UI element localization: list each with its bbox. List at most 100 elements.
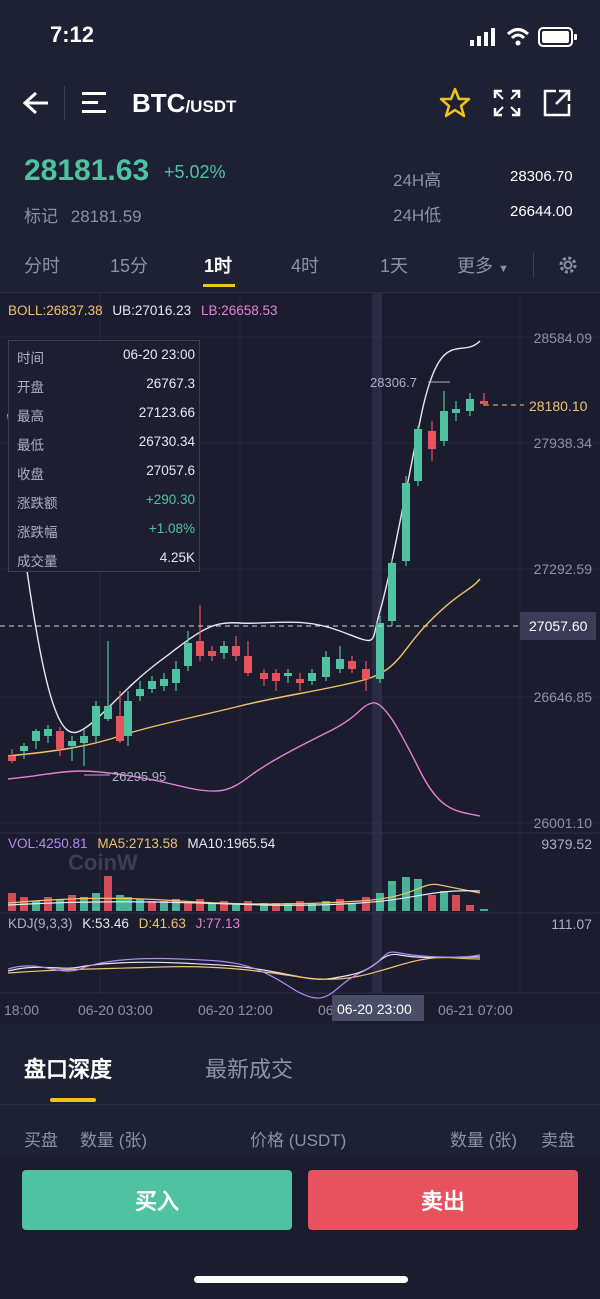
favorite-star-icon[interactable]	[438, 86, 472, 120]
candle-body	[452, 409, 460, 413]
candle-body	[104, 706, 112, 719]
more-label: 更多	[457, 256, 493, 276]
volume-bar	[244, 901, 252, 911]
high-annotation: 28306.7	[370, 375, 417, 390]
volume-bar	[148, 901, 156, 911]
home-indicator	[194, 1276, 408, 1283]
info-key: 最低	[17, 438, 44, 453]
status-bar: 7:12	[0, 0, 600, 72]
time-axis-label: 06-21 07:00	[438, 1002, 513, 1018]
info-value: +290.30	[145, 492, 195, 507]
candle-body	[124, 701, 132, 736]
tab-interval-15m[interactable]: 15分	[110, 256, 149, 276]
price-axis-label: 28584.09	[534, 330, 593, 346]
boll-ub-value: UB:27016.23	[112, 303, 192, 318]
candle-body	[68, 741, 76, 746]
info-value: 27123.66	[138, 405, 195, 420]
tab-interval-4h[interactable]: 4时	[291, 256, 320, 276]
market-depth-tabs: 盘口深度 最新成交	[0, 1044, 600, 1104]
watermark-text: CoinW	[68, 850, 138, 875]
candle-body	[184, 643, 192, 666]
high-24h-value: 28306.70	[510, 168, 573, 185]
kdj-axis-max: 111.07	[551, 916, 592, 932]
info-key: 时间	[17, 351, 44, 366]
candle-body	[402, 483, 410, 561]
menu-icon[interactable]	[80, 90, 110, 116]
sell-button[interactable]: 卖出	[308, 1170, 578, 1230]
boll-indicator-row: BOLL:26837.38 UB:27016.23 LB:26658.53	[8, 303, 278, 318]
candle-body	[208, 651, 216, 656]
kdj-k-value: K:53.46	[82, 916, 129, 931]
volume-bar	[208, 903, 216, 911]
ask-qty-label: 数量 (张)	[450, 1131, 518, 1150]
ma10-value: MA10:1965.54	[187, 836, 276, 851]
volume-bar	[136, 899, 144, 911]
high-24h-label: 24H高	[393, 171, 442, 190]
buy-button[interactable]: 买入	[22, 1170, 292, 1230]
volume-bar	[124, 897, 132, 911]
nav-divider	[64, 86, 65, 120]
boll-lb-value: LB:26658.53	[200, 303, 278, 318]
info-value: 26767.3	[146, 376, 195, 391]
volume-bar	[232, 903, 240, 911]
settings-gear-icon[interactable]	[556, 253, 580, 277]
candle-body	[172, 669, 180, 683]
candle-body	[92, 706, 100, 736]
fullscreen-icon[interactable]	[492, 88, 522, 118]
volume-axis-max: 9379.52	[541, 836, 592, 852]
tab-interval-timeshare[interactable]: 分时	[24, 256, 60, 276]
interval-tabs: 分时 15分 1时 4时 1天 更多 ▼	[0, 240, 600, 290]
candle-body	[272, 673, 280, 681]
tab-order-book[interactable]: 盘口深度	[24, 1057, 113, 1082]
volume-bar	[8, 893, 16, 911]
chevron-down-icon: ▼	[498, 263, 509, 275]
candle-body	[336, 659, 344, 669]
candle-body	[388, 563, 396, 621]
vol-indicator-row: VOL:4250.81 MA5:2713.58 MA10:1965.54	[8, 836, 275, 851]
kline-chart-area[interactable]: CoinW 28306.7 26295.95 28180.10 27057.60 2858…	[0, 292, 600, 1024]
candle-body	[440, 411, 448, 441]
change-percent: +5.02%	[164, 162, 226, 182]
volume-bar	[104, 876, 112, 911]
volume-bar	[296, 901, 304, 911]
volume-bar	[452, 895, 460, 911]
volume-bar	[272, 903, 280, 911]
wifi-icon	[506, 28, 530, 46]
candle-body	[160, 679, 168, 686]
volume-bar	[44, 897, 52, 911]
candle-body	[322, 657, 330, 677]
price-label: 价格 (USDT)	[250, 1131, 347, 1150]
last-price: 28181.63	[24, 154, 150, 187]
candle-body	[308, 673, 316, 681]
price-axis-label: 27938.34	[534, 435, 593, 451]
info-value: 27057.6	[146, 463, 195, 478]
tab-latest-trades[interactable]: 最新成交	[205, 1057, 294, 1082]
trading-pair-title[interactable]: BTC/USDT	[132, 88, 236, 119]
boll-mid-line	[7, 578, 481, 757]
ask-label: 卖盘	[541, 1131, 575, 1150]
kdj-j-value: J:77.13	[195, 916, 240, 931]
volume-bar	[322, 901, 330, 911]
active-tab-underline	[203, 284, 235, 287]
tab-interval-1d[interactable]: 1天	[380, 256, 409, 276]
volume-bar	[480, 909, 488, 911]
volume-bar	[196, 899, 204, 911]
volume-bar	[160, 901, 168, 911]
bottom-tab-underline	[50, 1098, 96, 1102]
volume-bar	[116, 895, 124, 911]
volume-bar	[260, 903, 268, 911]
info-value: +1.08%	[148, 521, 195, 536]
time-axis-label: 06-20 12:00	[198, 1002, 273, 1018]
crosshair-time-tag: 06-20 23:00	[337, 1001, 412, 1017]
status-time: 7:12	[50, 22, 95, 47]
volume-bar	[440, 891, 448, 911]
tab-interval-1h[interactable]: 1时	[204, 256, 233, 276]
boll-lower-line	[7, 702, 481, 817]
back-arrow-icon[interactable]	[22, 90, 50, 116]
kdj-k-line	[7, 953, 481, 980]
tab-interval-more[interactable]: 更多 ▼	[457, 252, 509, 278]
low-annotation: 26295.95	[112, 769, 166, 784]
volume-bar	[376, 893, 384, 911]
share-icon[interactable]	[542, 88, 572, 118]
crosshair-price-bg	[520, 612, 596, 640]
